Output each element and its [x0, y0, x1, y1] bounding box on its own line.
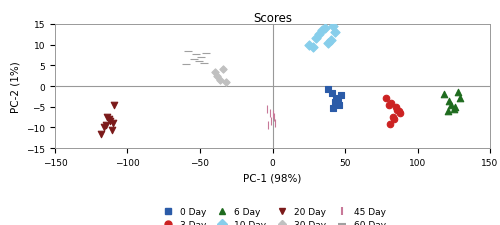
Point — [335, 103, 343, 107]
Point — [384, 103, 392, 107]
Point — [98, 132, 106, 136]
Point — [324, 88, 332, 92]
Point — [382, 97, 390, 101]
Point — [198, 56, 205, 60]
Point — [454, 91, 462, 94]
Point — [320, 27, 328, 31]
Point — [389, 116, 397, 119]
Point — [262, 108, 270, 111]
Point — [450, 108, 458, 111]
Point — [331, 101, 339, 104]
Y-axis label: PC-2 (1%): PC-2 (1%) — [10, 61, 20, 112]
Point — [331, 31, 339, 35]
Point — [192, 53, 200, 56]
Point — [216, 79, 224, 82]
Point — [451, 106, 459, 109]
Point — [334, 98, 342, 102]
Point — [446, 99, 454, 103]
Point — [100, 126, 108, 130]
Point — [219, 68, 227, 72]
Point — [393, 109, 401, 112]
Point — [305, 44, 313, 47]
Point — [388, 101, 396, 105]
Point — [267, 120, 275, 124]
Point — [266, 112, 274, 115]
Point — [184, 50, 192, 53]
Point — [182, 63, 190, 67]
Point — [390, 118, 398, 122]
Point — [194, 60, 202, 64]
Point — [270, 116, 278, 119]
X-axis label: PC-1 (98%): PC-1 (98%) — [244, 173, 302, 183]
Point — [456, 96, 464, 100]
Point — [318, 29, 326, 33]
Point — [104, 118, 112, 122]
Point — [386, 123, 394, 126]
Point — [330, 106, 338, 110]
Point — [214, 74, 222, 78]
Point — [326, 39, 334, 43]
Point — [268, 113, 276, 117]
Point — [332, 96, 340, 100]
Point — [440, 93, 448, 97]
Point — [330, 25, 338, 29]
Point — [324, 41, 332, 45]
Point — [394, 110, 402, 113]
Point — [106, 120, 114, 124]
Point — [444, 110, 452, 113]
Point — [272, 122, 280, 126]
Legend: 0 Day, 3 Day, 6 Day, 10 Day, 20 Day, 30 Day, 45 Day, 60 Day: 0 Day, 3 Day, 6 Day, 10 Day, 20 Day, 30 … — [157, 205, 388, 225]
Point — [264, 124, 272, 128]
Point — [109, 122, 117, 126]
Point — [103, 116, 111, 119]
Point — [447, 103, 455, 107]
Point — [336, 94, 344, 97]
Title: Scores: Scores — [253, 12, 292, 25]
Point — [392, 106, 400, 109]
Point — [210, 70, 218, 74]
Point — [102, 124, 110, 128]
Point — [110, 103, 118, 107]
Point — [312, 37, 320, 41]
Point — [309, 46, 317, 49]
Point — [190, 58, 198, 62]
Point — [396, 112, 404, 115]
Point — [315, 33, 323, 37]
Point — [328, 92, 336, 96]
Point — [108, 128, 116, 132]
Point — [202, 52, 210, 55]
Point — [200, 62, 208, 66]
Point — [222, 81, 230, 84]
